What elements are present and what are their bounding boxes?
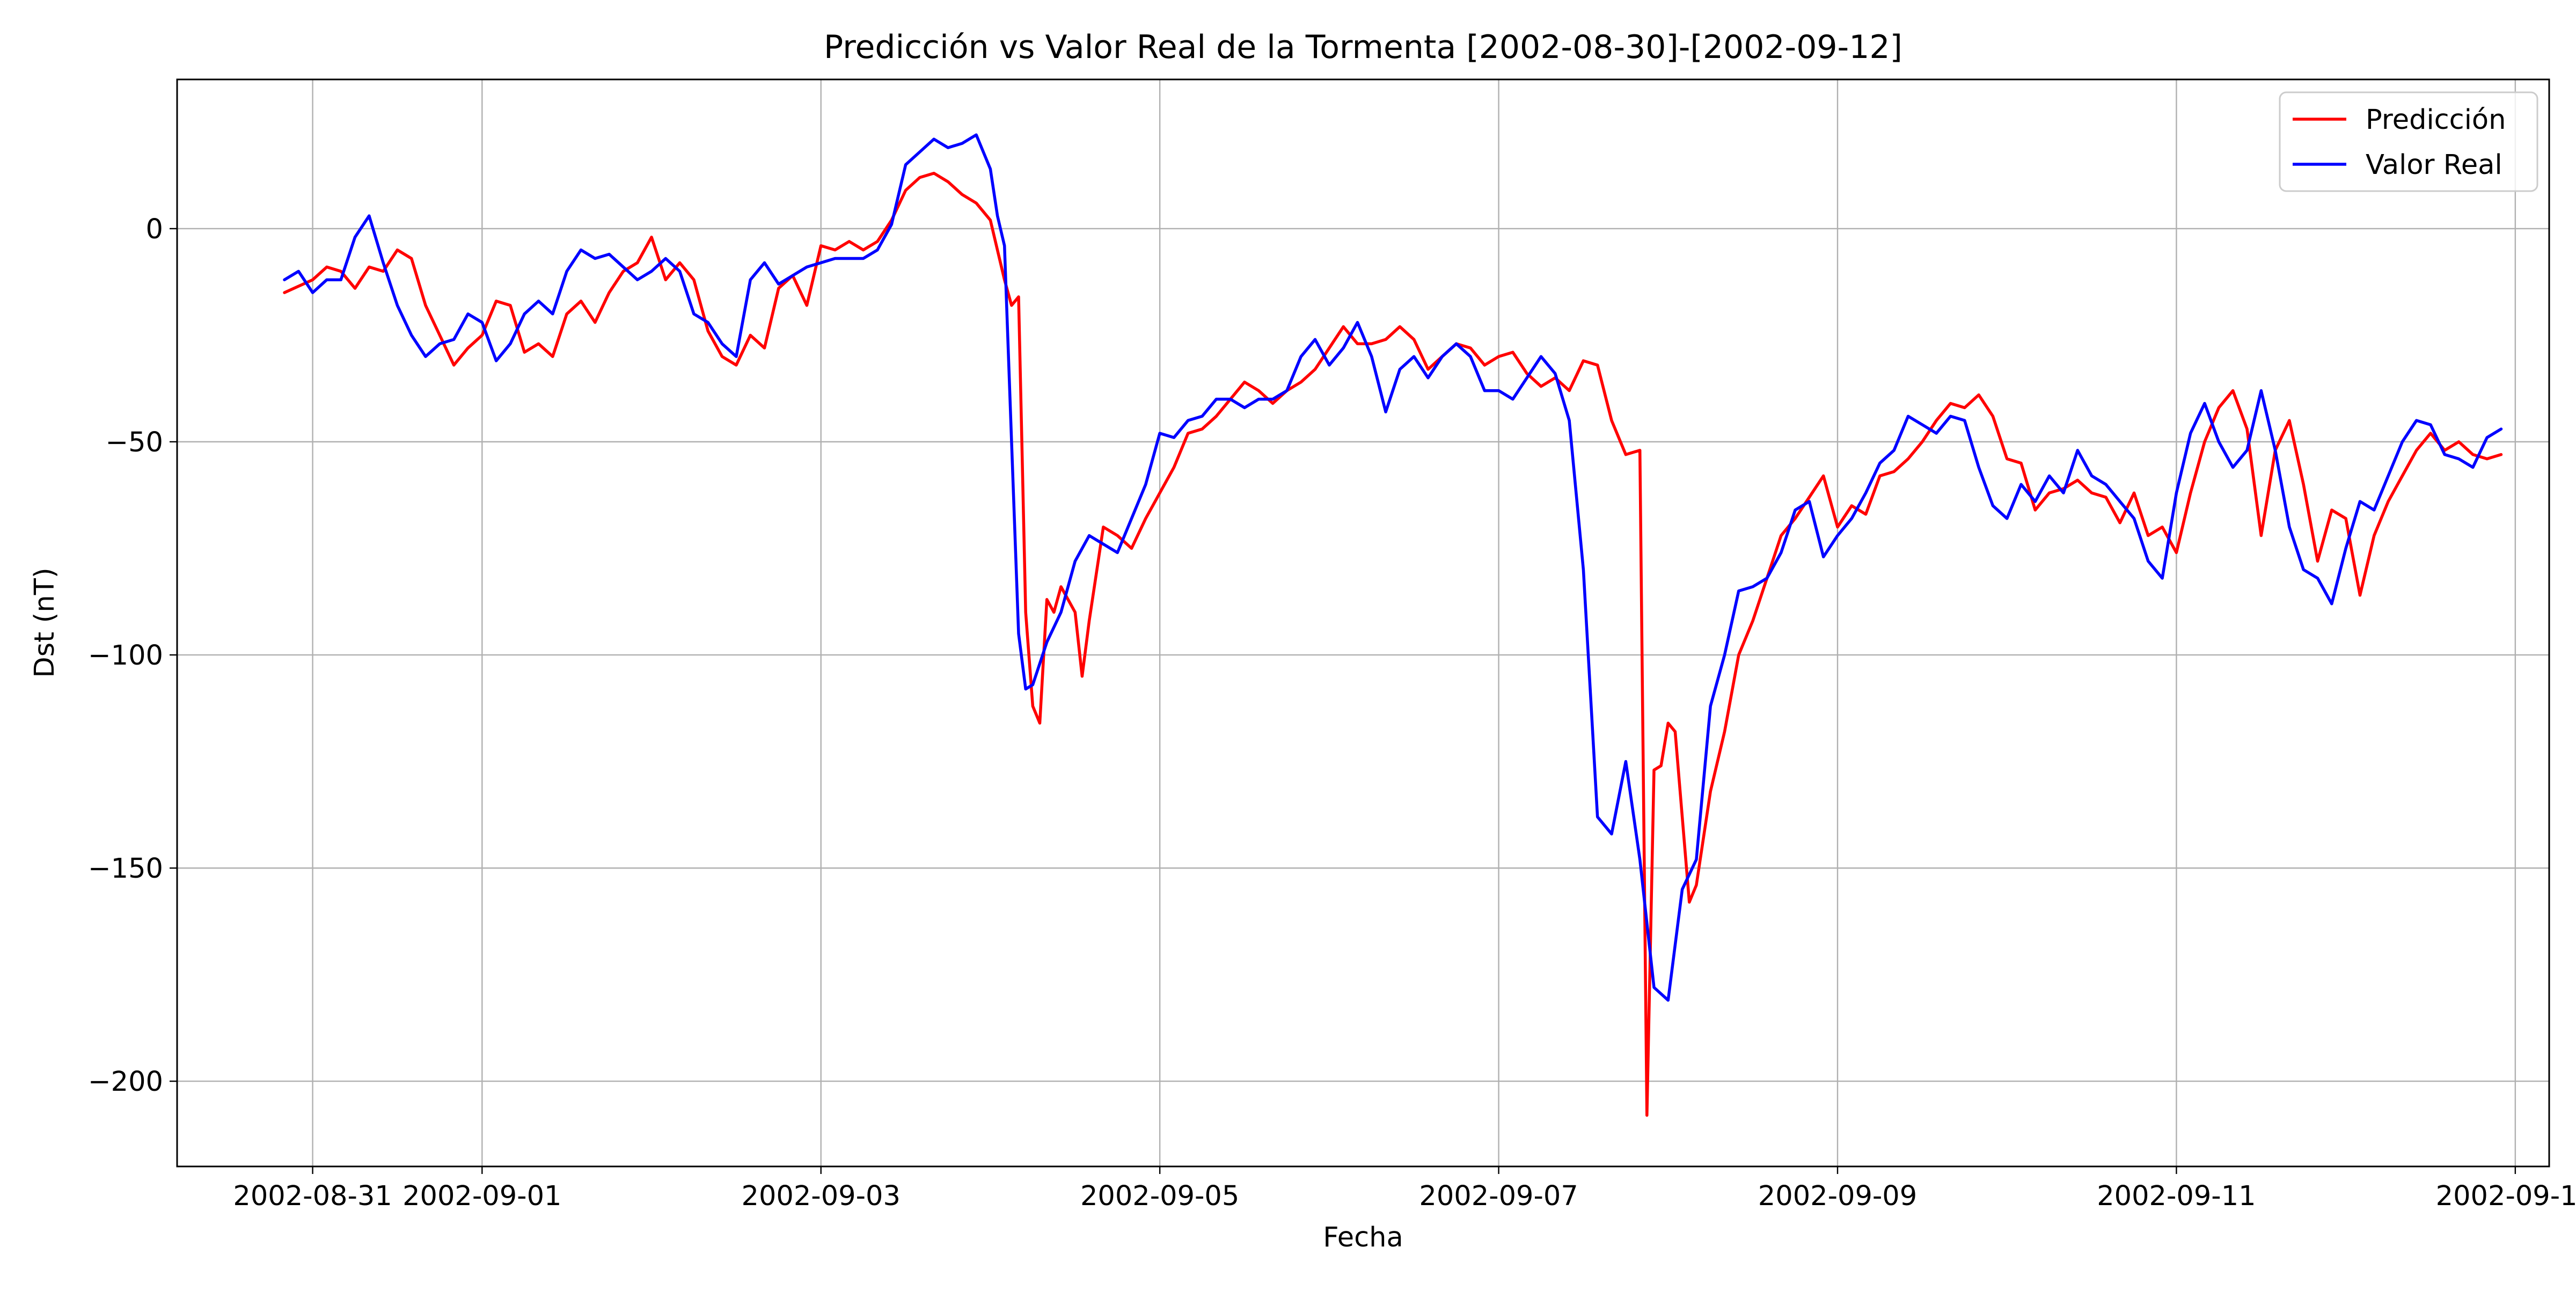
x-tick-label: 2002-09-11 (2097, 1180, 2256, 1212)
y-tick-label: −50 (105, 427, 163, 458)
legend-label-valor-real: Valor Real (2366, 149, 2502, 181)
y-axis-label: Dst (nT) (29, 567, 61, 677)
x-tick-label: 2002-09-01 (402, 1180, 561, 1212)
x-tick-label: 2002-09-13 (2436, 1180, 2576, 1212)
legend-box (2279, 91, 2538, 192)
series-line-prediccion (283, 171, 2503, 1117)
x-tick-label: 2002-08-31 (233, 1180, 392, 1212)
legend-label-prediccion: Predicción (2366, 104, 2506, 136)
x-tick-label: 2002-09-07 (1419, 1180, 1578, 1212)
x-axis-label: Fecha (1323, 1222, 1403, 1253)
series-line-valor-real (283, 133, 2503, 1002)
x-tick-label: 2002-09-09 (1758, 1180, 1917, 1212)
grid (177, 79, 2549, 1166)
plot-frame (176, 78, 2550, 1168)
y-tick-label: −200 (88, 1066, 163, 1098)
x-tick-label: 2002-09-05 (1080, 1180, 1239, 1212)
y-tick-label: −100 (88, 640, 163, 672)
chart-title: Predicción vs Valor Real de la Tormenta … (824, 28, 1902, 66)
x-tick-label: 2002-09-03 (742, 1180, 901, 1212)
axis-ticks: 2002-08-31 2002-09-01 2002-09-03 2002-09-05… (88, 214, 2576, 1212)
legend: Predicción Valor Real (2279, 91, 2538, 192)
series-lines (283, 133, 2503, 1117)
y-tick-label: 0 (146, 214, 163, 245)
y-tick-label: −150 (88, 853, 163, 885)
